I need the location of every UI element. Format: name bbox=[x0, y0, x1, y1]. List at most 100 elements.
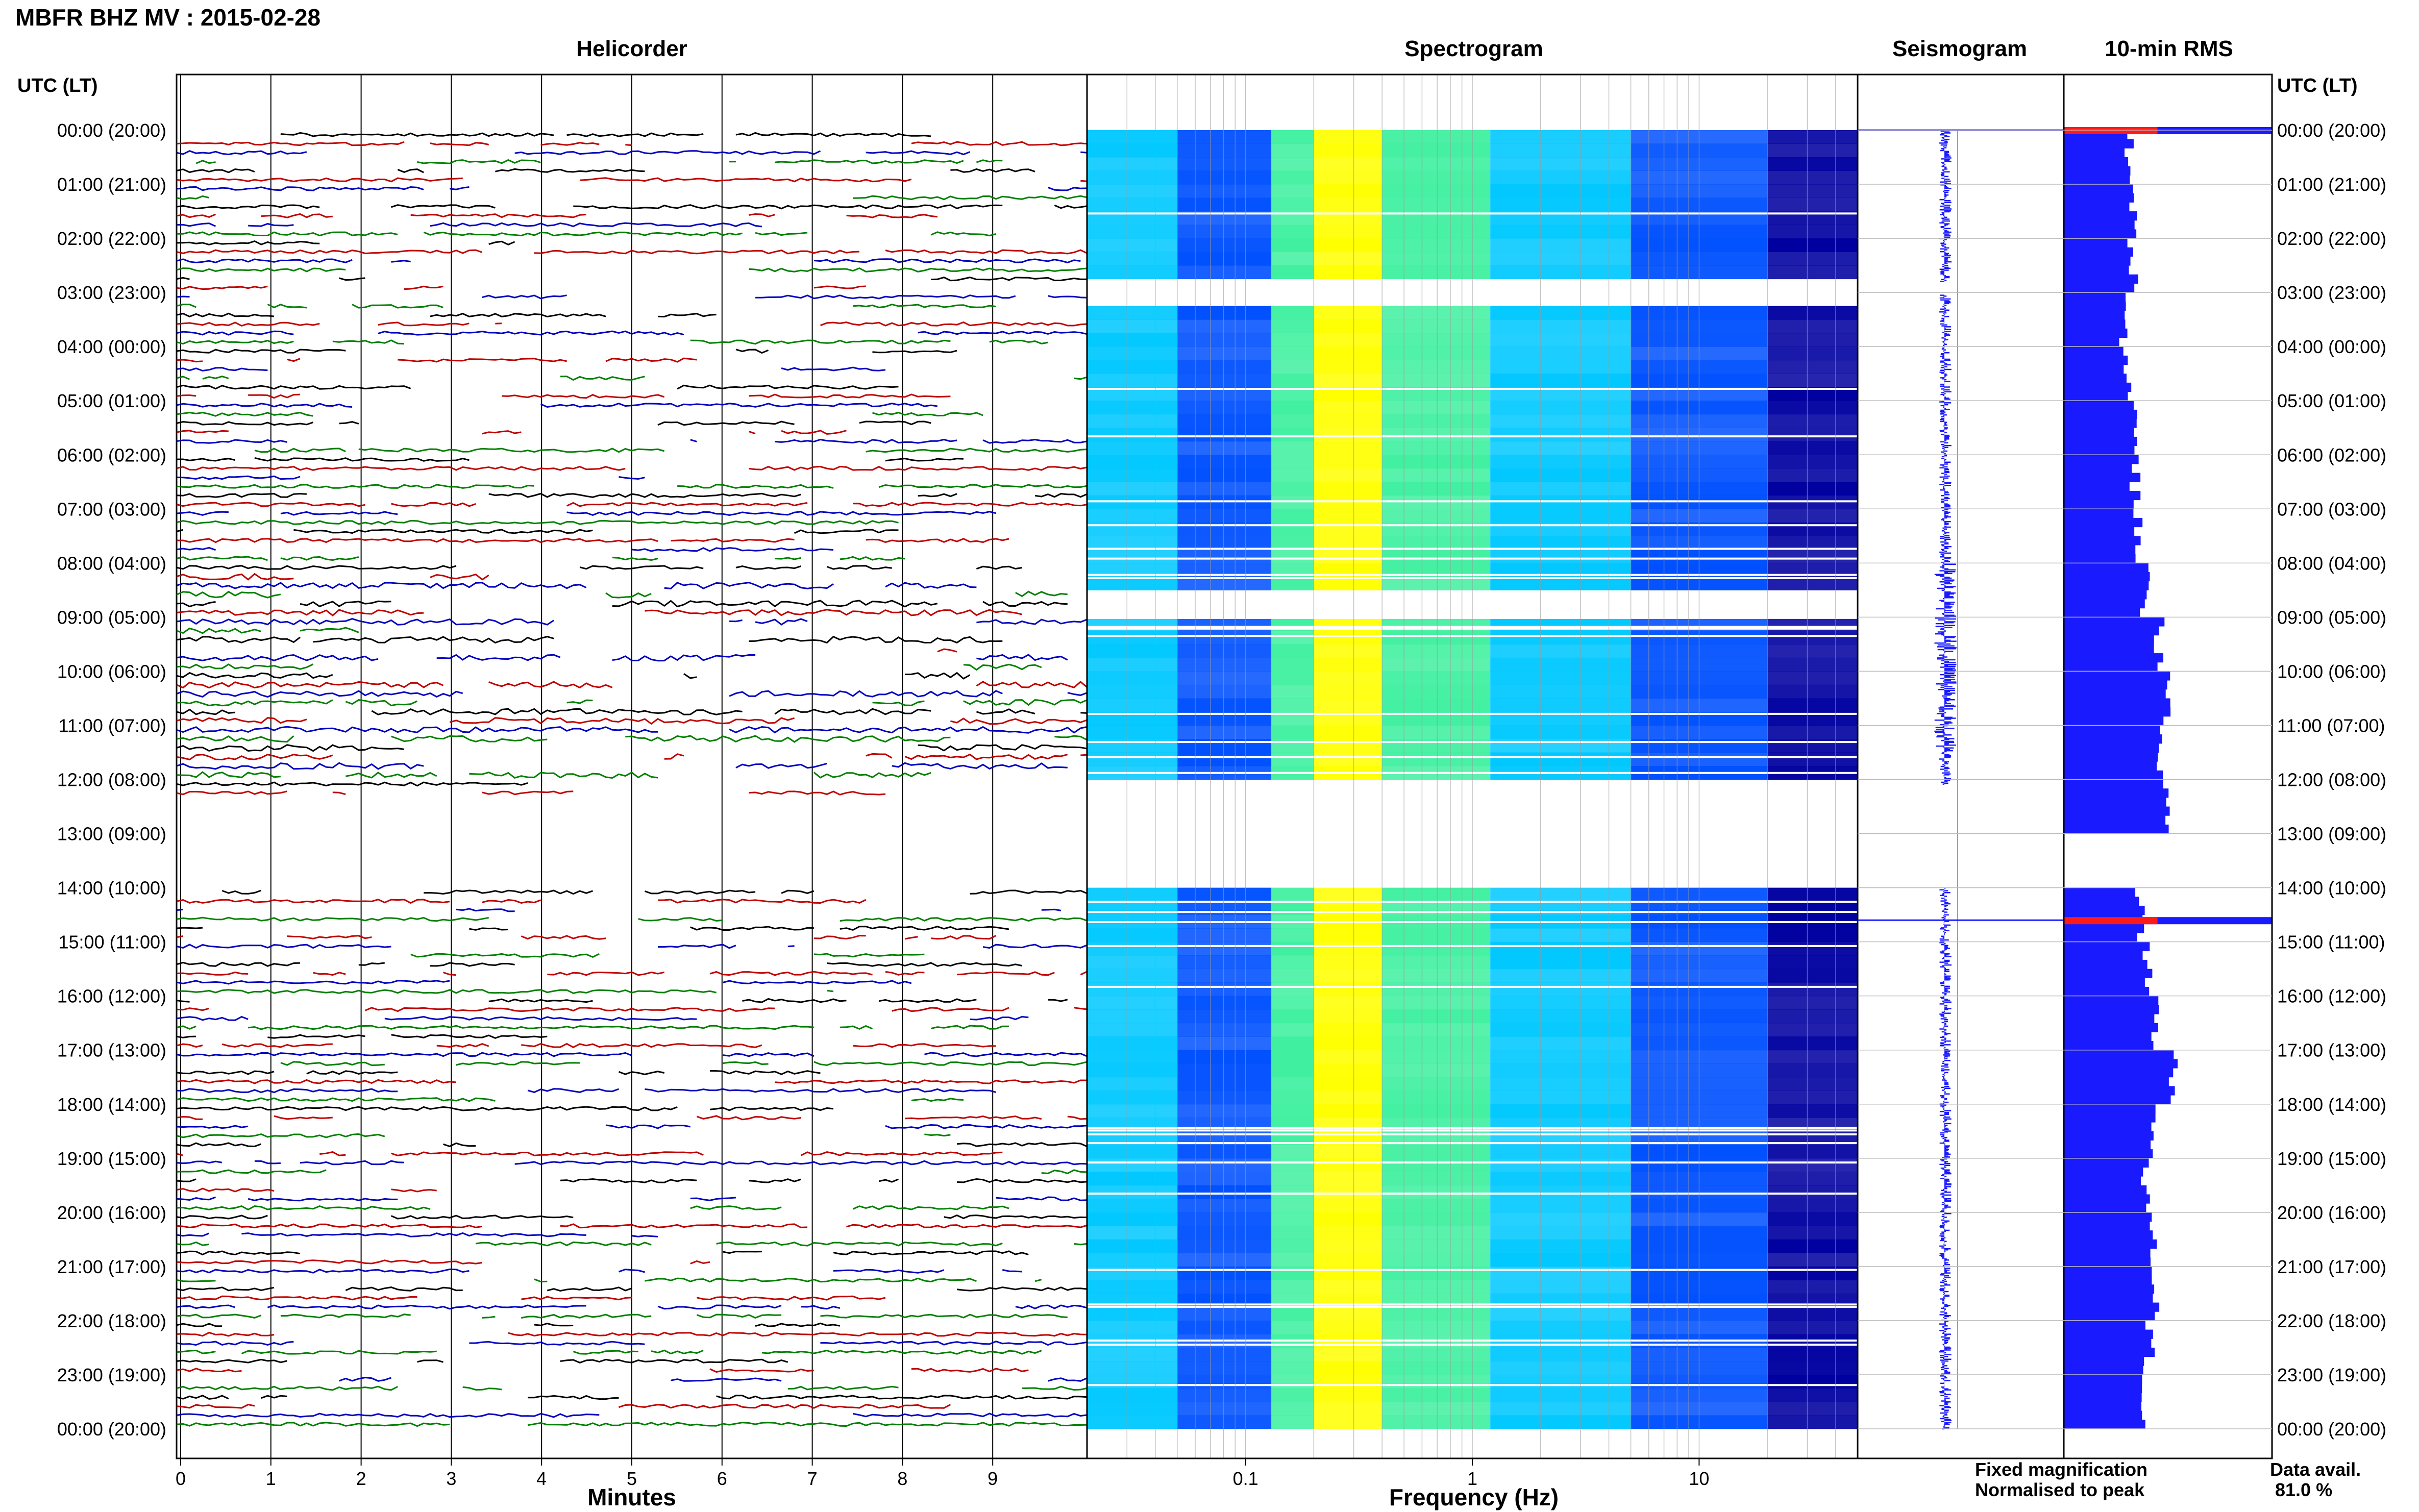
spectrogram-cell bbox=[1271, 482, 1314, 496]
helicorder-x-tick-label: 7 bbox=[807, 1468, 818, 1489]
spectrogram-cell bbox=[1314, 630, 1383, 645]
spectrogram-cell bbox=[1177, 1036, 1272, 1051]
rms-bar bbox=[2064, 1041, 2154, 1051]
spectrogram-cell bbox=[1087, 428, 1177, 442]
spectrogram-cell bbox=[1314, 698, 1383, 712]
spectrogram-cell bbox=[1271, 1118, 1314, 1132]
spectrogram-cell bbox=[1490, 1090, 1631, 1105]
spectrogram-x-tick-label: 1 bbox=[1467, 1468, 1477, 1489]
spectrogram-cell bbox=[1271, 143, 1314, 158]
helicorder-trace bbox=[176, 502, 1088, 507]
spectrogram-cell bbox=[1087, 752, 1177, 766]
spectrogram-cell bbox=[1087, 130, 1177, 144]
spectrogram-cell bbox=[1314, 184, 1383, 199]
spectrogram-cell bbox=[1314, 401, 1383, 415]
spectrogram-cell bbox=[1087, 1145, 1177, 1159]
spectrogram-cell bbox=[1271, 536, 1314, 550]
helicorder-trace bbox=[176, 681, 1088, 689]
rms-bar bbox=[2064, 590, 2147, 600]
rms-bar bbox=[2064, 1230, 2153, 1240]
spectrogram-cell bbox=[1490, 1320, 1631, 1334]
spectrogram-cell bbox=[1314, 1172, 1383, 1186]
spectrogram-cell bbox=[1767, 1347, 1858, 1361]
spectrogram-cell bbox=[1490, 157, 1631, 171]
spectrogram-cell bbox=[1490, 509, 1631, 523]
spectrogram-cell bbox=[1314, 360, 1383, 374]
time-label-left: 23:00 (19:00) bbox=[57, 1365, 166, 1385]
spectrogram-cell bbox=[1490, 428, 1631, 442]
spectrogram-cell bbox=[1087, 1185, 1177, 1199]
spectrogram-cell bbox=[1490, 1253, 1631, 1267]
spectrogram-cell bbox=[1382, 401, 1491, 415]
spectrogram-cell bbox=[1177, 549, 1272, 563]
spectrogram-cell bbox=[1271, 197, 1314, 212]
spectrogram-cell bbox=[1767, 982, 1858, 997]
spectrogram-cell bbox=[1767, 1266, 1858, 1280]
spectrogram-cell bbox=[1271, 955, 1314, 970]
rms-bar bbox=[2064, 1239, 2157, 1249]
helicorder-trace bbox=[176, 944, 1088, 949]
spectrogram-cell bbox=[1490, 184, 1631, 199]
time-label-right: 02:00 (22:00) bbox=[2277, 228, 2386, 249]
rms-bar bbox=[2064, 536, 2141, 546]
spectrogram-cell bbox=[1490, 1266, 1631, 1280]
helicorder-x-tick-label: 5 bbox=[627, 1468, 637, 1489]
spectrogram-cell bbox=[1767, 644, 1858, 658]
rms-bar bbox=[2064, 1095, 2171, 1105]
rms-bar bbox=[2064, 346, 2124, 356]
rms-bar bbox=[2064, 978, 2145, 987]
rms-bar bbox=[2064, 184, 2133, 194]
spectrogram-cell bbox=[1271, 252, 1314, 266]
helicorder-trace bbox=[176, 1241, 1088, 1247]
time-label-left: 11:00 (07:00) bbox=[59, 715, 166, 736]
spectrogram-cell bbox=[1490, 725, 1631, 739]
rms-bar bbox=[2064, 725, 2160, 735]
time-label-right: 22:00 (18:00) bbox=[2277, 1310, 2386, 1331]
spectrogram-cell bbox=[1314, 1077, 1383, 1091]
spectrogram-cell bbox=[1382, 1280, 1491, 1294]
spectrogram-cell bbox=[1490, 1063, 1631, 1078]
rms-bar bbox=[2064, 617, 2165, 627]
spectrogram-cell bbox=[1177, 360, 1272, 374]
rms-bar bbox=[2064, 1221, 2150, 1231]
spectrogram-cell bbox=[1271, 170, 1314, 185]
spectrogram-cell bbox=[1271, 1361, 1314, 1375]
spectrogram-cell bbox=[1087, 1320, 1177, 1334]
rms-bar bbox=[2064, 500, 2134, 509]
spectrogram-cell bbox=[1382, 1036, 1491, 1051]
rms-bar bbox=[2064, 932, 2137, 943]
spectrogram-cell bbox=[1087, 1009, 1177, 1024]
rms-bar bbox=[2064, 941, 2150, 951]
spectrogram-cell bbox=[1382, 1226, 1491, 1240]
rms-bar bbox=[2064, 824, 2169, 834]
helicorder-trace bbox=[176, 1341, 1088, 1346]
spectrogram-cell bbox=[1490, 1077, 1631, 1091]
spectrogram-cell bbox=[1767, 482, 1858, 496]
spectrogram-cell bbox=[1177, 374, 1272, 388]
rms-bar bbox=[2064, 1275, 2152, 1285]
time-label-left: 00:00 (20:00) bbox=[57, 120, 166, 141]
spectrogram-cell bbox=[1767, 1063, 1858, 1078]
spectrogram-cell bbox=[1177, 1158, 1272, 1172]
spectrogram-cell bbox=[1087, 306, 1177, 320]
spectrogram-cell bbox=[1490, 630, 1631, 645]
rms-normalised-peak bbox=[2064, 127, 2158, 134]
spectrogram-cell bbox=[1490, 671, 1631, 685]
spectrogram-cell bbox=[1271, 969, 1314, 983]
spectrogram-cell bbox=[1382, 1023, 1491, 1037]
helicorder-x-tick-label: 3 bbox=[446, 1468, 456, 1489]
spectrogram-cell bbox=[1087, 1077, 1177, 1091]
spectrogram-cell bbox=[1490, 197, 1631, 212]
spectrogram-cell bbox=[1382, 468, 1491, 482]
spectrogram-cell bbox=[1087, 1239, 1177, 1253]
spectrogram-cell bbox=[1087, 360, 1177, 374]
rms-bar bbox=[2064, 382, 2132, 392]
spectrogram-cell bbox=[1490, 1172, 1631, 1186]
spectrogram-cell bbox=[1314, 1199, 1383, 1213]
rms-bar bbox=[2064, 797, 2166, 807]
rms-bar bbox=[2064, 689, 2166, 699]
time-label-left: 16:00 (12:00) bbox=[57, 986, 166, 1007]
rms-bar bbox=[2064, 969, 2153, 978]
spectrogram-cell bbox=[1767, 1050, 1858, 1064]
helicorder-trace bbox=[176, 141, 1088, 146]
